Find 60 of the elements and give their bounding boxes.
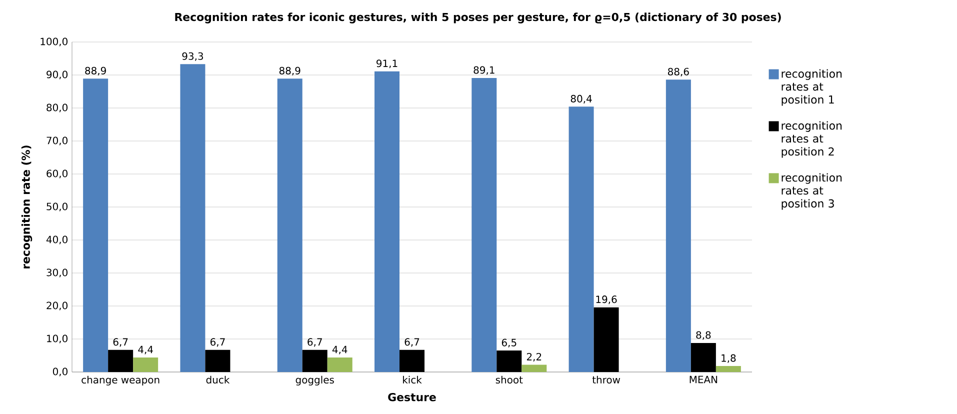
data-label: 19,6	[596, 296, 617, 304]
x-tick-label: duck	[206, 376, 230, 384]
x-tick-label: MEAN	[690, 376, 718, 384]
data-label: 4,4	[138, 346, 153, 354]
data-label: 4,4	[332, 346, 348, 354]
data-label: 6,7	[210, 338, 225, 347]
x-axis-title: Gesture	[388, 393, 436, 402]
bar	[690, 342, 716, 372]
y-tick-label: 80,0	[46, 104, 68, 112]
y-tick-label: 40,0	[46, 236, 68, 244]
x-tick-label: change weapon	[82, 376, 160, 386]
bar	[400, 350, 425, 372]
legend-label: recognition rates at position 3	[782, 173, 842, 210]
x-tick-label: throw	[592, 376, 620, 384]
bar	[716, 366, 741, 372]
y-tick-label: 30,0	[46, 268, 68, 278]
data-label: 88,9	[279, 66, 300, 76]
legend-label: recognition rates at position 1	[782, 69, 842, 106]
y-axis-title: recognition rate (%)	[21, 146, 32, 268]
data-label: 80,4	[570, 94, 592, 104]
bar	[327, 357, 352, 372]
data-label: 89,1	[474, 66, 494, 75]
chart-title: Recognition rates for iconic gestures, with 5 poses per gesture, for ϱ=0,5 (dictionary of 30 poses)	[175, 12, 781, 24]
bar	[522, 364, 547, 372]
y-tick-label: 10,0	[47, 334, 68, 344]
bar	[472, 78, 497, 372]
y-tick-label: 100,0	[40, 38, 68, 46]
data-label: 93,3	[182, 52, 204, 61]
legend-label: recognition rates at position 2	[782, 121, 842, 158]
data-label: 1,8	[722, 354, 736, 363]
data-label: 88,9	[85, 66, 106, 76]
bar	[374, 71, 400, 372]
data-label: 6,5	[502, 338, 516, 348]
data-label: 6,7	[308, 338, 322, 347]
y-tick-label: 70,0	[46, 136, 68, 146]
bar	[205, 350, 230, 372]
y-tick-label: 20,0	[46, 302, 68, 310]
y-tick-label: 50,0	[46, 202, 68, 212]
data-label: 6,7	[113, 338, 128, 347]
y-tick-label: 60,0	[46, 170, 68, 178]
data-label: 2,2	[526, 352, 542, 362]
bar	[83, 78, 108, 372]
bar	[108, 350, 134, 372]
data-label: 6,7	[404, 338, 420, 347]
bar	[302, 350, 328, 372]
x-tick-label: shoot	[496, 376, 523, 384]
y-tick-label: 90,0	[46, 70, 68, 80]
bar	[277, 78, 302, 372]
bar	[496, 350, 522, 372]
data-label: 91,1	[376, 60, 398, 68]
bar	[133, 357, 158, 372]
bar	[666, 80, 691, 372]
x-tick-label: goggles	[296, 376, 334, 386]
x-tick-label: kick	[403, 376, 422, 384]
bar	[568, 106, 594, 372]
data-label: 8,8	[696, 331, 711, 340]
y-tick-label: 0,0	[52, 368, 68, 376]
data-label: 88,6	[668, 68, 689, 76]
bar	[180, 64, 206, 372]
bar	[594, 307, 619, 372]
